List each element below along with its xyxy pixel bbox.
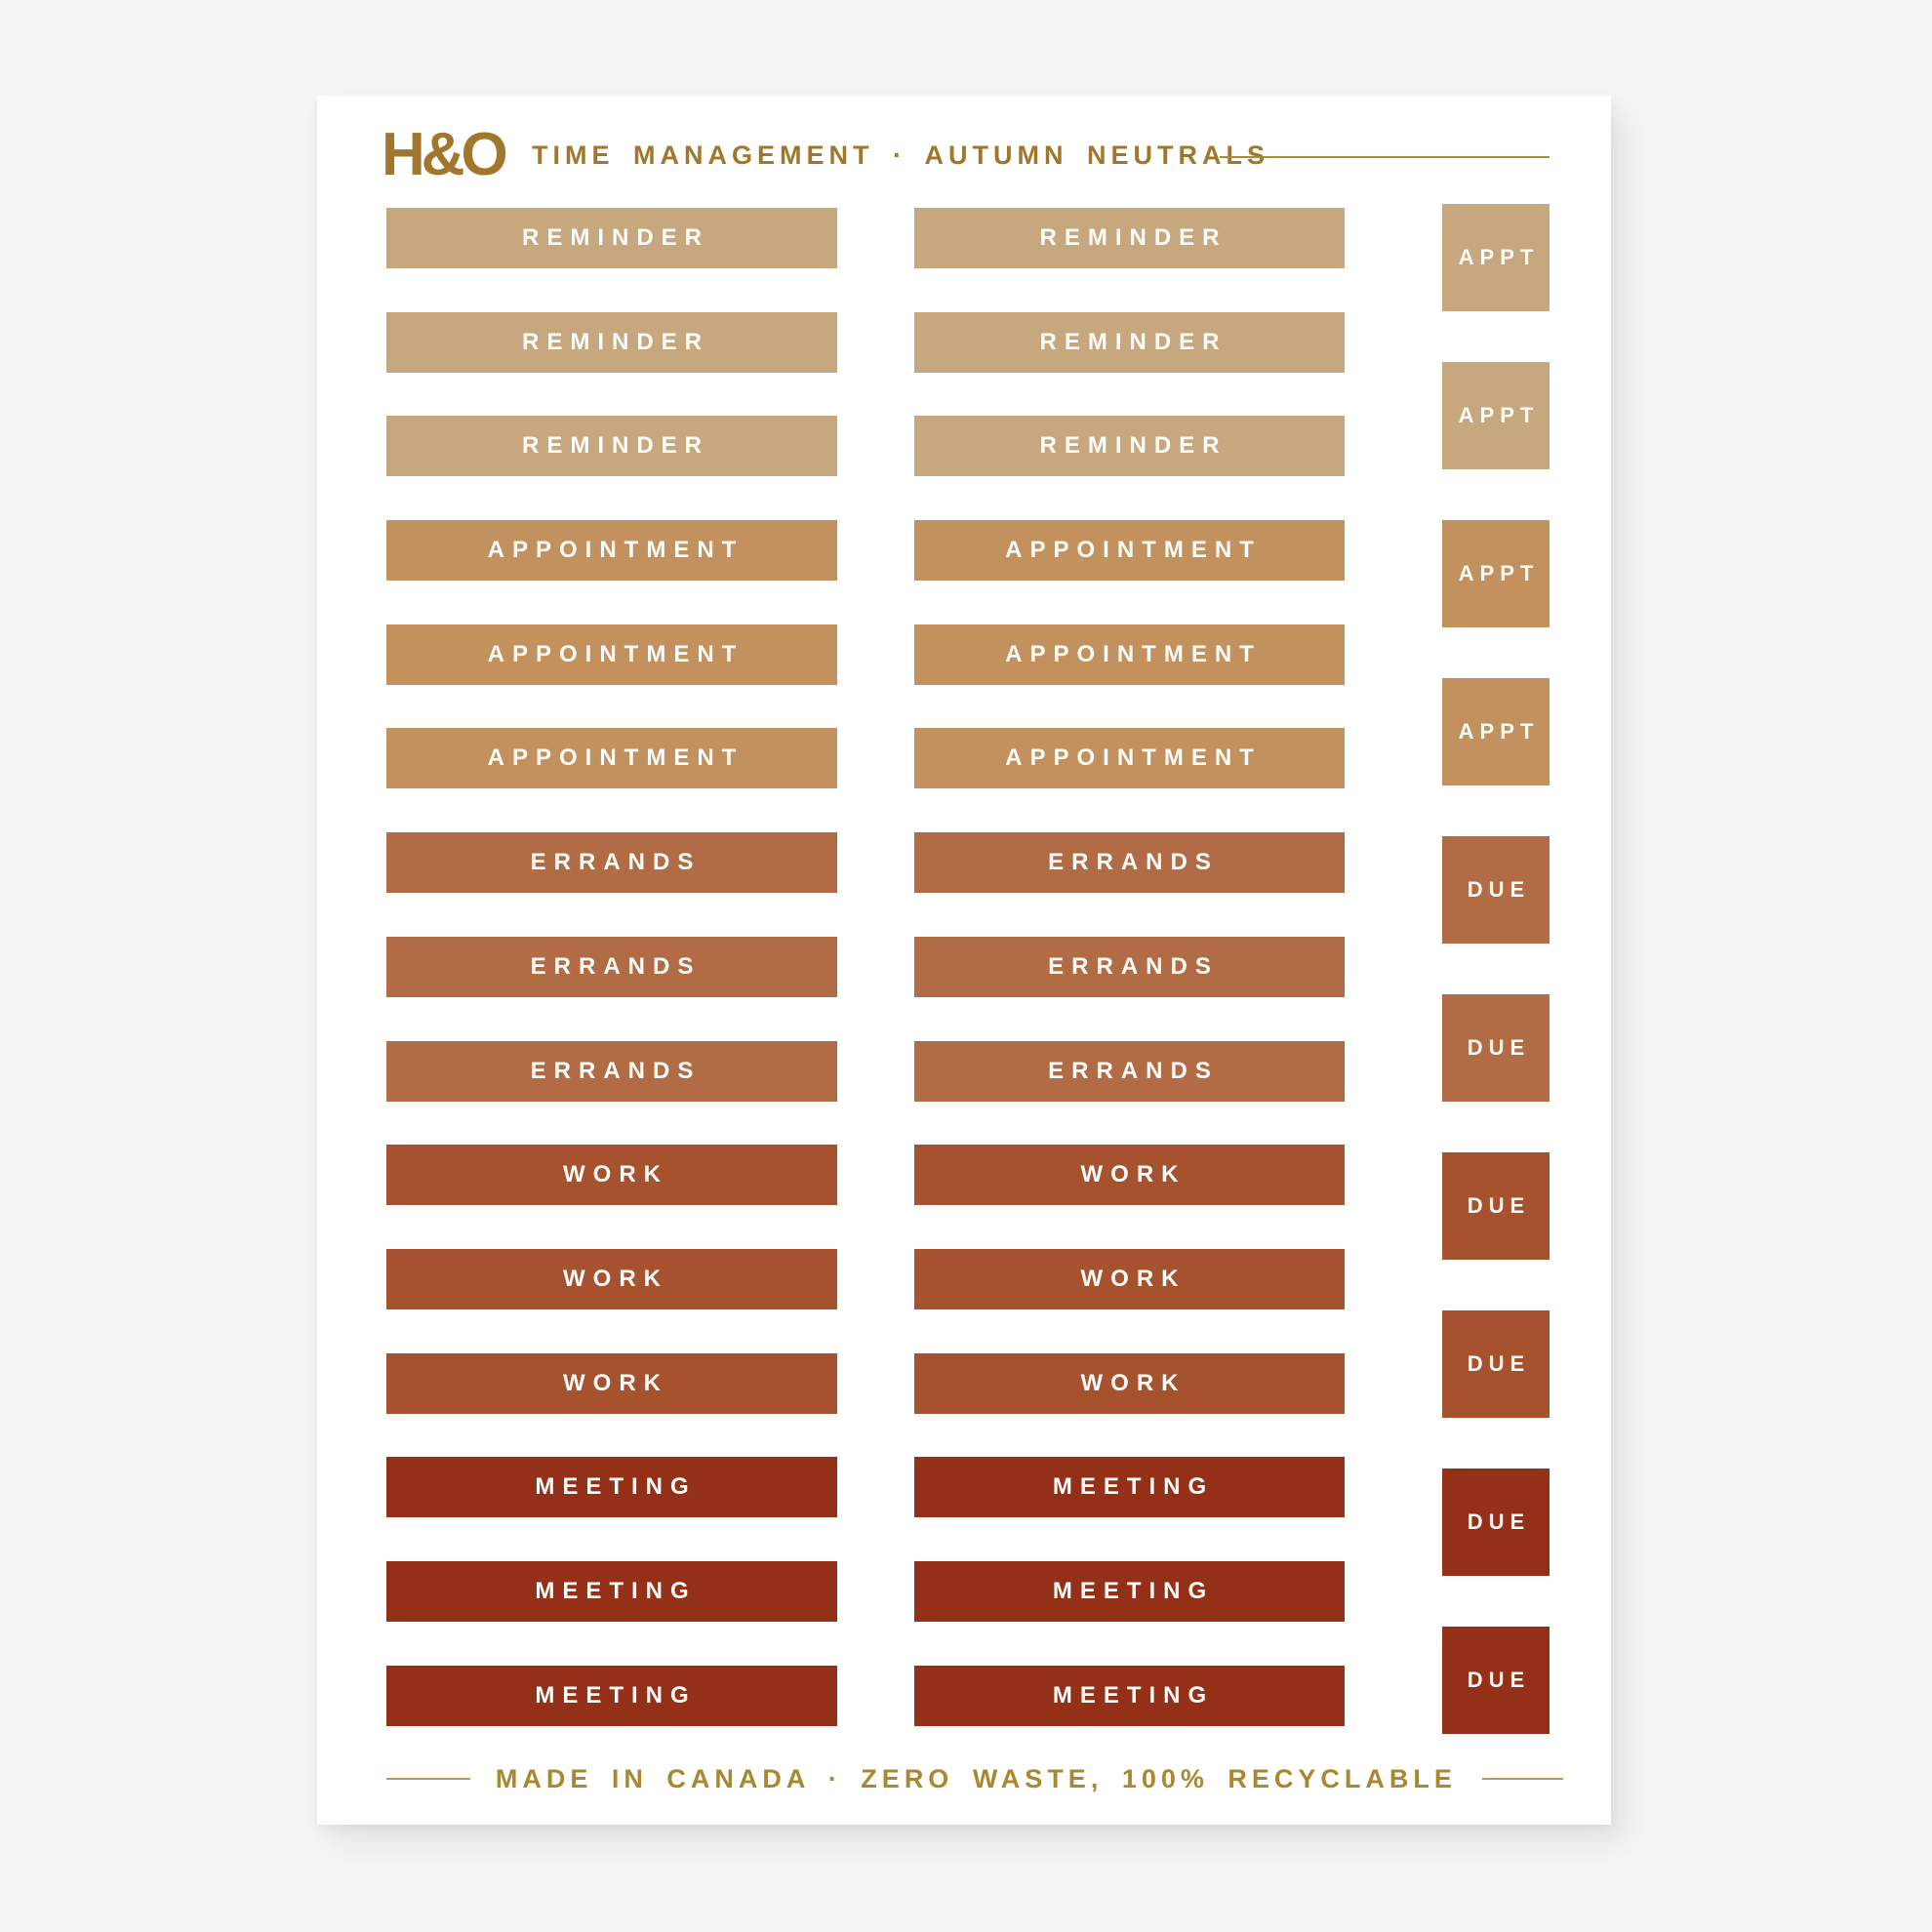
sticker-square: APPT [1442,362,1550,469]
sticker-row: REMINDER [386,311,837,373]
sticker-row: REMINDER [914,311,1345,373]
sticker-row: WORK [914,1352,1345,1414]
sticker-row: WORK [914,1248,1345,1309]
sticker-row: APPOINTMENT [386,728,837,789]
sticker-column-1: REMINDER REMINDER REMINDER APPOINTMENT A… [386,208,837,1726]
sticker-square: DUE [1442,1627,1550,1734]
sticker-row: ERRANDS [914,936,1345,997]
sticker-row: MEETING [914,1560,1345,1622]
sticker-square: DUE [1442,1469,1550,1576]
sticker-row: WORK [386,1145,837,1206]
footer-text: MADE IN CANADA · ZERO WASTE, 100% RECYCL… [495,1763,1457,1793]
sticker-row: MEETING [386,1665,837,1726]
sticker-column-squares: APPT APPT APPT APPT DUE DUE DUE DUE DUE … [1442,204,1550,1734]
sticker-row: REMINDER [914,416,1345,477]
sticker-row: ERRANDS [914,1040,1345,1102]
sticker-square: APPT [1442,204,1550,311]
sticker-row: REMINDER [386,208,837,268]
sticker-row: WORK [386,1248,837,1309]
sticker-row: MEETING [386,1560,837,1622]
sticker-row: MEETING [914,1665,1345,1726]
sticker-row: ERRANDS [914,832,1345,894]
sticker-sheet: H&O TIME MANAGEMENT · AUTUMN NEUTRALS RE… [317,96,1611,1825]
sticker-row: REMINDER [386,416,837,477]
footer-rule-left [386,1778,470,1780]
sticker-square: DUE [1442,836,1550,944]
sticker-square: DUE [1442,1152,1550,1260]
sticker-row: APPOINTMENT [386,520,837,582]
sticker-row: ERRANDS [386,1040,837,1102]
header-rule [1220,156,1550,158]
sticker-row: ERRANDS [386,936,837,997]
sticker-square: DUE [1442,1310,1550,1418]
sticker-square: APPT [1442,520,1550,627]
sticker-row: MEETING [914,1457,1345,1518]
sticker-row: APPOINTMENT [914,520,1345,582]
brand-logo: H&O [382,121,508,188]
sticker-column-2: REMINDER REMINDER REMINDER APPOINTMENT A… [914,208,1345,1726]
sticker-square: DUE [1442,994,1550,1102]
sticker-row: WORK [914,1145,1345,1206]
sticker-row: WORK [386,1352,837,1414]
sticker-row: REMINDER [914,208,1345,268]
sticker-row: MEETING [386,1457,837,1518]
sticker-row: ERRANDS [386,832,837,894]
sticker-square: APPT [1442,678,1550,785]
sticker-row: APPOINTMENT [914,728,1345,789]
sticker-row: APPOINTMENT [386,624,837,685]
footer: MADE IN CANADA · ZERO WASTE, 100% RECYCL… [386,1754,1563,1803]
footer-rule-right [1481,1778,1563,1780]
sticker-row: APPOINTMENT [914,624,1345,685]
sheet-title: TIME MANAGEMENT · AUTUMN NEUTRALS [532,141,1269,170]
